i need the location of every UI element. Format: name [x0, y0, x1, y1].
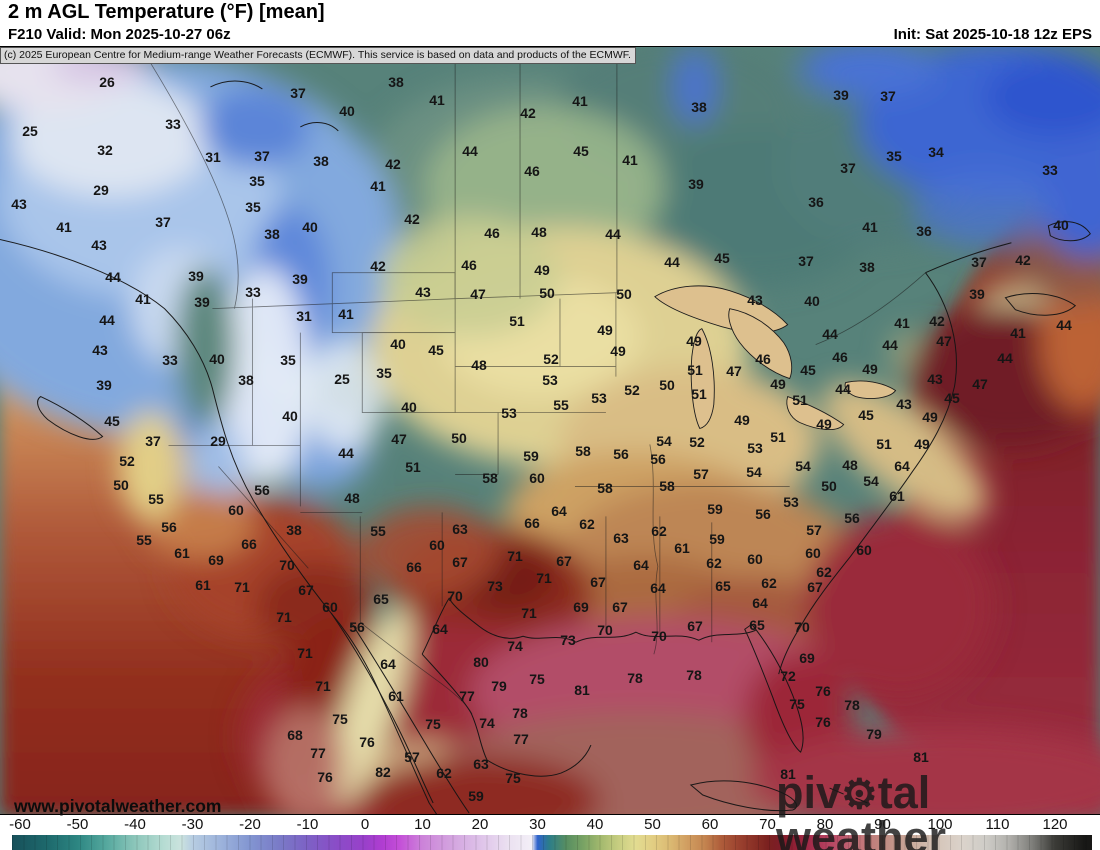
copyright-banner: (c) 2025 European Centre for Medium-rang… — [0, 47, 636, 64]
colorbar-ticks: -60 -50 -40 -30 -20 -10 0 10 20 30 40 50 60 70 80 90 100… — [0, 817, 1100, 833]
great-lakes — [654, 285, 897, 430]
colorbar-tick: 100 — [927, 816, 953, 833]
colorbar-tick: -10 — [296, 816, 319, 833]
colorbar-tick: -20 — [239, 816, 261, 833]
colorbar-tick: 70 — [759, 816, 776, 833]
watermark-url: www.pivotalweather.com — [14, 796, 222, 816]
colorbar-tick: 10 — [414, 816, 431, 833]
coastlines — [0, 80, 1091, 814]
colorbar-tick: 20 — [471, 816, 489, 833]
colorbar-strip — [12, 835, 1092, 850]
colorbar-tick: 50 — [644, 816, 661, 833]
map-canvas — [0, 46, 1100, 815]
colorbar-tick: -50 — [66, 816, 89, 833]
colorbar-tick: 120 — [1042, 816, 1068, 833]
brand-text-left: piv — [776, 767, 842, 818]
valid-time: F210 Valid: Mon 2025-10-27 06z — [8, 26, 231, 43]
colorbar-tick: 40 — [586, 816, 604, 833]
init-time: Init: Sat 2025-10-18 12z EPS — [893, 26, 1092, 43]
colorbar-tick: 90 — [874, 816, 891, 833]
brand-text-right: tal weather — [776, 767, 947, 850]
map-svg — [0, 47, 1100, 814]
gear-icon: ⚙ — [841, 771, 878, 817]
colorbar-tick: -40 — [124, 816, 146, 833]
colorbar-tick: -60 — [9, 816, 31, 833]
colorbar-tick: -30 — [181, 816, 204, 833]
colorbar-tick: 110 — [985, 816, 1010, 833]
page-title: 2 m AGL Temperature (°F) [mean] — [8, 1, 325, 23]
brand-logo: piv⚙tal weather — [776, 770, 1100, 850]
colorbar-tick: 30 — [529, 816, 546, 833]
colorbar-tick: 60 — [701, 816, 719, 833]
colorbar-tick: 80 — [816, 816, 834, 833]
borders — [150, 47, 926, 715]
colorbar: -60 -50 -40 -30 -20 -10 0 10 20 30 40 50 60 70 80 90 100… — [0, 815, 1100, 850]
colorbar-tick: 0 — [360, 816, 370, 833]
